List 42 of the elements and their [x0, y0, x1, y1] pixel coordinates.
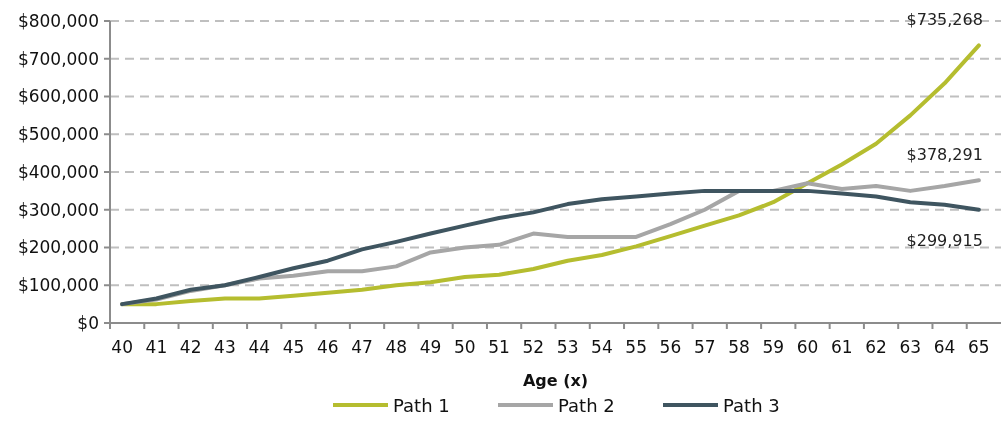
x-tick-label: 60	[796, 337, 819, 357]
x-tick-label: 42	[179, 337, 202, 357]
x-tick-label: 44	[248, 337, 271, 357]
legend-label: Path 1	[393, 395, 450, 416]
x-tick-label: 48	[385, 337, 408, 357]
x-tick-label: 43	[214, 337, 236, 357]
y-tick-label: $800,000	[17, 10, 99, 31]
data-label: $299,915	[906, 230, 983, 250]
y-tick-label: $500,000	[17, 124, 99, 145]
x-tick-label: 56	[659, 337, 682, 357]
x-tick-label: 40	[111, 337, 133, 357]
x-tick-label: 49	[419, 337, 442, 357]
legend-label: Path 3	[723, 395, 780, 416]
x-tick-label: 47	[351, 337, 373, 357]
x-tick-label: 63	[899, 337, 922, 357]
x-tick-label: 45	[282, 337, 305, 357]
x-tick-label: 53	[556, 337, 579, 357]
x-tick-label: 46	[316, 337, 339, 357]
x-tick-label: 58	[728, 337, 750, 357]
x-tick-label: 64	[933, 337, 956, 357]
x-tick-label: 55	[625, 337, 647, 357]
x-tick-label: 59	[762, 337, 785, 357]
x-tick-label: 50	[454, 337, 476, 357]
x-tick-label: 61	[830, 337, 853, 357]
y-tick-label: $0	[77, 312, 99, 333]
y-tick-label: $100,000	[17, 275, 99, 296]
x-tick-label: 54	[591, 337, 613, 357]
x-tick-label: 51	[488, 337, 510, 357]
data-label: $378,291	[906, 145, 983, 165]
x-tick-label: 41	[145, 337, 168, 357]
x-axis-title: Age (x)	[522, 371, 589, 390]
x-tick-label: 62	[865, 337, 887, 357]
legend-label: Path 2	[558, 395, 615, 416]
y-tick-label: $300,000	[17, 199, 99, 220]
x-tick-label: 65	[968, 337, 990, 357]
y-tick-label: $700,000	[17, 48, 99, 69]
x-tick-label: 57	[693, 337, 716, 357]
y-tick-label: $600,000	[17, 86, 99, 107]
y-tick-label: $200,000	[17, 237, 99, 258]
data-label: $735,268	[906, 10, 983, 30]
y-tick-label: $400,000	[17, 161, 99, 182]
x-tick-label: 52	[522, 337, 545, 357]
